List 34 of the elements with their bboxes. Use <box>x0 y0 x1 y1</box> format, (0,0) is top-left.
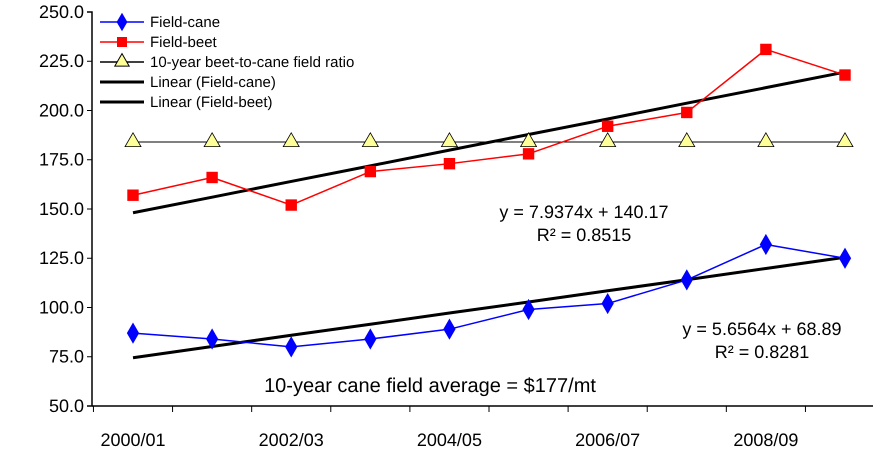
point <box>444 158 456 170</box>
point <box>760 44 772 56</box>
y-tick-label: 50.0 <box>48 396 84 416</box>
point <box>286 199 297 211</box>
point <box>681 106 692 118</box>
legend-label: Linear (Field-beet) <box>150 94 273 111</box>
point <box>602 120 614 132</box>
x-tick-label: 2008/09 <box>733 430 798 450</box>
annotation: y = 7.9374x + 140.17 <box>499 202 669 222</box>
y-tick-label: 225.0 <box>38 51 84 72</box>
x-tick-label: 2004/05 <box>416 430 482 450</box>
annotation: R² = 0.8515 <box>536 225 632 245</box>
annotation: 10-year cane field average = $177/mt <box>264 375 596 397</box>
legend-label: Field-cane <box>150 14 220 31</box>
annotation: y = 5.6564x + 68.89 <box>682 319 842 339</box>
y-tick-label: 75.0 <box>48 346 84 367</box>
y-tick-label: 200.0 <box>38 100 84 120</box>
x-tick-label: 2002/03 <box>258 430 324 450</box>
point <box>206 172 218 184</box>
point <box>839 69 851 81</box>
x-tick-label: 2000/01 <box>100 430 166 450</box>
y-tick-label: 125.0 <box>38 248 84 268</box>
y-tick-label: 175.0 <box>38 150 84 170</box>
annotation: R² = 0.8281 <box>714 342 810 362</box>
point <box>522 148 534 160</box>
y-tick-label: 150.0 <box>38 198 84 219</box>
legend-label: Linear (Field-cane) <box>150 74 276 91</box>
point <box>364 166 376 178</box>
legend-label: Field-beet <box>150 34 218 51</box>
y-tick-label: 100.0 <box>38 297 84 318</box>
point <box>127 190 139 201</box>
legend-label: 10-year beet-to-cane field ratio <box>150 54 354 71</box>
x-tick-label: 2006/07 <box>575 430 640 450</box>
y-tick-label: 250.0 <box>38 2 84 22</box>
